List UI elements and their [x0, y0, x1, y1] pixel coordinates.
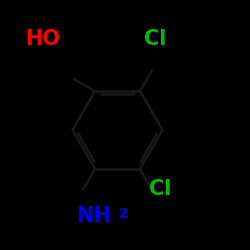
- Text: Cl: Cl: [144, 29, 166, 49]
- Text: NH: NH: [76, 206, 111, 226]
- Text: HO: HO: [25, 29, 60, 49]
- Text: Cl: Cl: [149, 179, 171, 199]
- Text: 2: 2: [119, 206, 128, 220]
